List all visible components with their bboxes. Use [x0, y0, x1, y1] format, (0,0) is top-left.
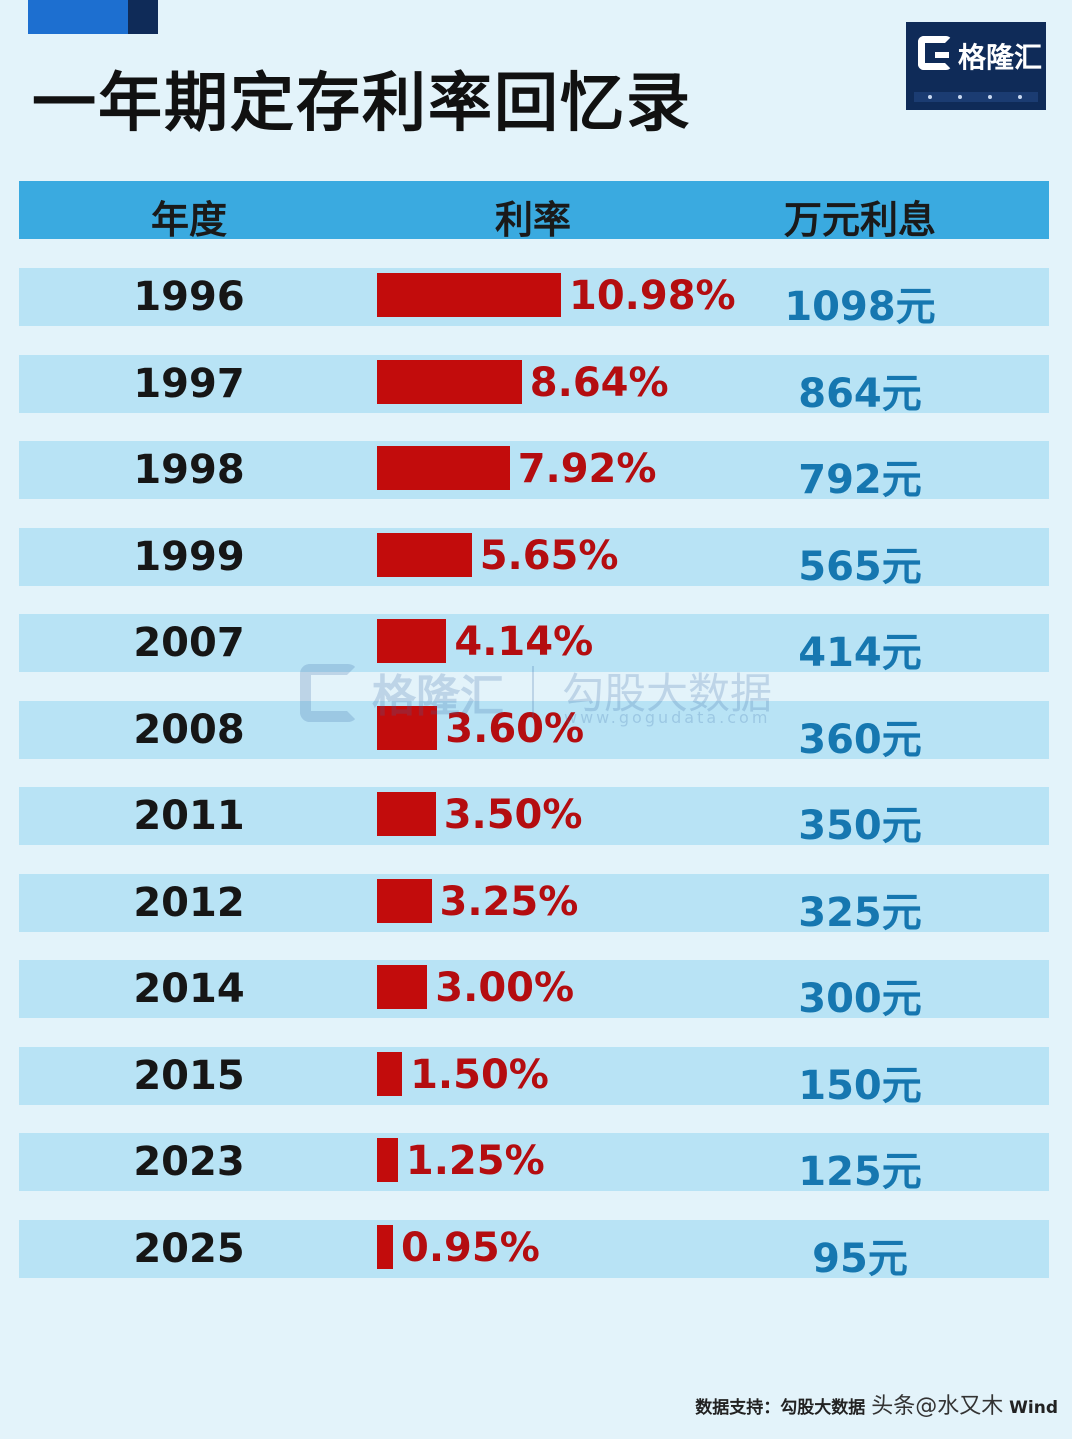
year-label: 2025	[133, 1226, 245, 1272]
rate-bar	[377, 273, 561, 317]
footer-source: 数据支持：勾股大数据 头条@水又木 Wind	[695, 1388, 1058, 1420]
interest-label: 414元	[798, 630, 922, 676]
interest-label: 565元	[798, 544, 922, 590]
rate-label: 1.25%	[405, 1138, 545, 1184]
table-row: 1999 5.65% 565元	[19, 528, 1049, 590]
table-row: 2011 3.50% 350元	[19, 787, 1049, 849]
rate-bar	[377, 360, 522, 404]
rate-label: 1.50%	[410, 1052, 549, 1098]
table-row: 1998 7.92% 792元	[19, 441, 1049, 503]
rate-label: 0.95%	[401, 1225, 540, 1271]
rate-label: 7.92%	[517, 446, 657, 492]
interest-label: 864元	[798, 371, 922, 417]
rate-bar	[377, 879, 432, 923]
table-row: 2025 0.95% 95元	[19, 1220, 1049, 1282]
rate-label: 4.14%	[454, 619, 594, 665]
year-label: 2023	[133, 1139, 245, 1185]
year-label: 2008	[133, 707, 245, 753]
interest-label: 325元	[798, 890, 922, 936]
interest-label: 360元	[798, 717, 922, 763]
header-interest: 万元利息	[783, 198, 937, 242]
year-label: 2014	[133, 966, 245, 1012]
header-rate: 利率	[494, 198, 572, 242]
rate-label: 3.50%	[443, 792, 583, 838]
rate-bar	[377, 965, 428, 1009]
table-row: 2014 3.00% 300元	[19, 960, 1049, 1022]
watermark-divider	[532, 666, 534, 718]
watermark-brand: 格隆汇	[372, 671, 504, 722]
rate-bar	[377, 1138, 398, 1182]
interest-label: 300元	[798, 976, 922, 1022]
rate-bar	[377, 706, 438, 750]
interest-label: 125元	[798, 1149, 922, 1195]
year-label: 2012	[133, 880, 245, 926]
footer-overlay-text: 头条@水又木	[871, 1394, 1004, 1419]
table-row: 2007 4.14% 414元	[19, 614, 1049, 676]
year-label: 2011	[133, 793, 245, 839]
rate-bar	[377, 446, 510, 490]
table-row: 1996 10.98% 1098元	[19, 268, 1049, 330]
footer-source-text: 数据支持：勾股大数据	[695, 1398, 866, 1418]
year-label: 1997	[133, 361, 245, 407]
year-label: 1996	[133, 274, 245, 320]
year-label: 1998	[133, 447, 245, 493]
footer-tail-text: Wind	[1009, 1398, 1058, 1418]
table-header: 年度 利率 万元利息	[19, 181, 1049, 242]
interest-label: 350元	[798, 803, 922, 849]
rate-label: 8.64%	[529, 360, 669, 406]
logo-dots	[914, 92, 1038, 102]
rate-bar	[377, 533, 472, 577]
brand-logo: 格隆汇	[906, 22, 1046, 110]
watermark-url: www.gogudata.com	[564, 708, 771, 727]
header-year: 年度	[150, 198, 228, 242]
table-row: 1997 8.64% 864元	[19, 355, 1049, 417]
interest-label: 792元	[798, 457, 922, 503]
top-accent-bar-dark	[128, 0, 158, 34]
watermark-g-icon	[300, 664, 358, 722]
interest-label: 150元	[798, 1063, 922, 1109]
rate-label: 3.60%	[445, 706, 585, 752]
rate-bar	[377, 792, 436, 836]
year-label: 2015	[133, 1053, 245, 1099]
table-row: 2015 1.50% 150元	[19, 1047, 1049, 1109]
interest-label: 1098元	[784, 284, 936, 330]
logo-text: 格隆汇	[958, 41, 1043, 74]
year-label: 2007	[133, 620, 245, 666]
g-logo-icon	[918, 36, 952, 70]
interest-label: 95元	[812, 1236, 908, 1282]
watermark-name: 勾股大数据	[562, 669, 773, 718]
table-row: 2023 1.25% 125元	[19, 1133, 1049, 1195]
rate-bar	[377, 1052, 403, 1096]
rate-label: 3.25%	[439, 879, 579, 925]
rate-label: 3.00%	[435, 965, 575, 1011]
rate-label: 10.98%	[569, 273, 736, 319]
rate-bar	[377, 619, 447, 663]
year-label: 1999	[133, 534, 245, 580]
watermark: 格隆汇 勾股大数据 www.gogudata.com	[300, 660, 790, 730]
table-row: 2008 3.60% 360元	[19, 701, 1049, 763]
rate-bar	[377, 1225, 393, 1269]
rate-label: 5.65%	[479, 533, 619, 579]
page-title: 一年期定存利率回忆录	[32, 67, 692, 141]
table-row: 2012 3.25% 325元	[19, 874, 1049, 936]
